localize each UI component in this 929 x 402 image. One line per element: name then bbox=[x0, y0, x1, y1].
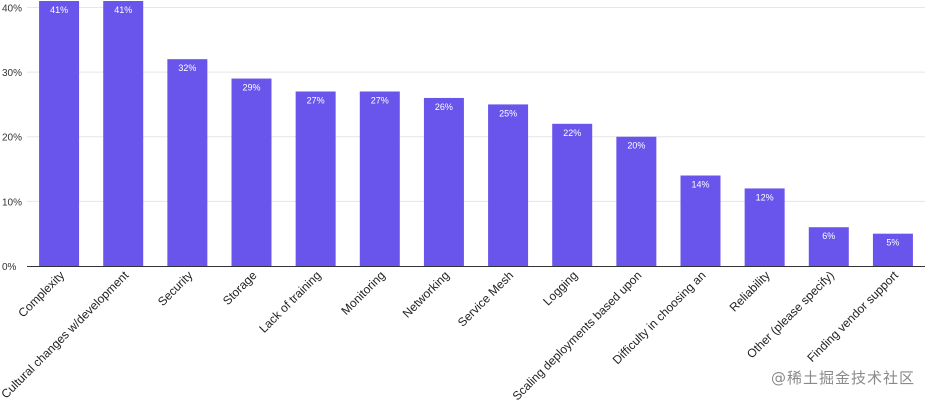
bar bbox=[359, 91, 400, 266]
category-label: Monitoring bbox=[338, 268, 388, 318]
y-tick-label: 20% bbox=[2, 133, 22, 144]
gridlines bbox=[27, 6, 925, 202]
y-tick-label: 10% bbox=[2, 197, 22, 208]
bar-value-label: 41% bbox=[50, 5, 68, 15]
bar bbox=[552, 123, 593, 267]
bar bbox=[167, 59, 208, 266]
category-label: Service Mesh bbox=[455, 268, 516, 329]
bar-value-label: 32% bbox=[178, 63, 196, 73]
watermark-text: @稀土掘金技术社区 bbox=[770, 369, 915, 387]
bar bbox=[872, 233, 913, 266]
bar bbox=[808, 227, 849, 266]
bar-value-label: 6% bbox=[822, 231, 835, 241]
bar-value-labels: 41% 41% 32% 29% 27% 27% 26% 25% 22% 20% 14% 12% 6% 5% bbox=[50, 5, 899, 248]
bar bbox=[231, 78, 272, 266]
bar-value-label: 20% bbox=[627, 141, 645, 151]
bar bbox=[295, 91, 336, 266]
bar bbox=[488, 104, 529, 266]
y-tick-label: 40% bbox=[2, 3, 22, 14]
bar-value-label: 12% bbox=[756, 192, 774, 202]
bar bbox=[39, 1, 80, 266]
category-label: Lack of training bbox=[256, 268, 323, 335]
category-label: Logging bbox=[540, 268, 580, 308]
bar-value-label: 22% bbox=[563, 128, 581, 138]
bars bbox=[39, 1, 913, 267]
bar-value-label: 41% bbox=[114, 5, 132, 15]
y-tick-label: 0% bbox=[2, 262, 17, 273]
bar-value-label: 27% bbox=[307, 95, 325, 105]
category-label: Networking bbox=[400, 268, 452, 320]
bar-value-label: 5% bbox=[886, 238, 899, 248]
category-label: Scaling deployments based upon bbox=[510, 268, 645, 402]
y-tick-label: 30% bbox=[2, 68, 22, 79]
bar bbox=[423, 97, 464, 266]
bar-value-label: 26% bbox=[435, 102, 453, 112]
bar-value-label: 25% bbox=[499, 108, 517, 118]
bar bbox=[103, 1, 144, 266]
category-label: Storage bbox=[220, 268, 260, 308]
bar-value-label: 27% bbox=[371, 95, 389, 105]
bar bbox=[616, 136, 657, 266]
category-label: Complexity bbox=[15, 268, 67, 320]
bar bbox=[744, 188, 785, 266]
bar-value-label: 29% bbox=[242, 83, 260, 93]
bar-value-label: 14% bbox=[691, 180, 709, 190]
y-axis-tick-labels: 0% 10% 20% 30% 40% bbox=[2, 3, 22, 273]
bar bbox=[680, 175, 721, 266]
category-label: Reliability bbox=[727, 268, 773, 314]
category-label: Cultural changes w/development bbox=[0, 268, 132, 401]
category-label: Security bbox=[155, 268, 196, 309]
